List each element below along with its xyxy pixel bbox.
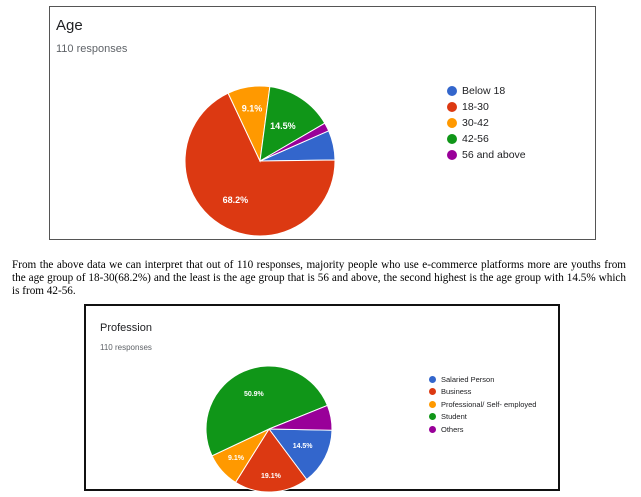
legend-item: Student	[429, 411, 536, 424]
pie-slice-42-56	[259, 86, 326, 162]
legend-swatch	[447, 102, 457, 112]
legend-item: Salaried Person	[429, 373, 536, 386]
legend-swatch	[429, 413, 436, 421]
legend-swatch	[447, 86, 457, 96]
age-chart-legend: Below 18 18-30 30-42 42-56 56 and above	[447, 83, 526, 163]
profession-chart-response-count: 110 responses	[100, 343, 152, 352]
legend-swatch	[429, 400, 436, 408]
pie-slice-business	[234, 428, 308, 493]
pie-data-label: 14.5%	[270, 121, 296, 131]
profession-pie-chart: 14.5% 19.1% 9.1% 50.9%	[205, 365, 333, 493]
analysis-paragraph: From the above data we can interpret tha…	[12, 259, 626, 297]
legend-label: 56 and above	[462, 149, 526, 161]
legend-label: Student	[441, 412, 467, 422]
profession-chart-card: Profession 110 responses 14.5% 19.1% 9.1% 5…	[84, 304, 560, 493]
pie-slice-56-and-above	[259, 122, 330, 162]
profession-chart-title: Profession	[100, 322, 152, 334]
legend-label: Others	[441, 424, 464, 434]
legend-swatch	[429, 388, 436, 396]
legend-label: Professional/ Self- employed	[441, 399, 537, 409]
legend-item: Business	[429, 386, 536, 399]
legend-item: Professional/ Self- employed	[429, 398, 536, 411]
pie-data-label: 9.1%	[228, 455, 245, 462]
legend-label: 42-56	[462, 133, 489, 145]
legend-swatch	[447, 118, 457, 128]
legend-label: Below 18	[462, 85, 506, 97]
legend-label: Salaried Person	[441, 374, 495, 384]
legend-item: 56 and above	[447, 147, 526, 163]
legend-swatch	[447, 134, 457, 144]
age-chart-response-count: 110 responses	[56, 43, 128, 55]
legend-swatch	[429, 375, 436, 383]
legend-item: Below 18	[447, 83, 526, 99]
legend-label: 30-42	[462, 117, 489, 129]
pie-slice-18-30	[184, 92, 336, 237]
legend-swatch	[447, 150, 457, 160]
pie-data-label: 68.2%	[223, 195, 249, 205]
pie-data-label: 9.1%	[242, 103, 263, 113]
legend-item: Others	[429, 423, 536, 436]
pie-slice-others	[268, 404, 333, 431]
legend-item: 18-30	[447, 99, 526, 115]
pie-data-label: 50.9%	[244, 391, 265, 398]
legend-label: Business	[441, 387, 472, 397]
pie-slice-student	[205, 365, 329, 457]
pie-data-label: 14.5%	[293, 443, 314, 450]
legend-item: 42-56	[447, 131, 526, 147]
pie-data-label: 19.1%	[261, 473, 282, 480]
age-chart-card: Age 110 responses 68.2% 9.1% 14.5% Below 1…	[49, 6, 596, 240]
pie-slice-salaried-person	[267, 428, 333, 481]
age-pie-chart: 68.2% 9.1% 14.5%	[184, 85, 336, 237]
legend-swatch	[429, 425, 436, 433]
legend-label: 18-30	[462, 101, 489, 113]
profession-chart-legend: Salaried Person Business Professional/ Sel…	[429, 373, 536, 436]
legend-item: 30-42	[447, 115, 526, 131]
age-chart-title: Age	[56, 17, 83, 34]
